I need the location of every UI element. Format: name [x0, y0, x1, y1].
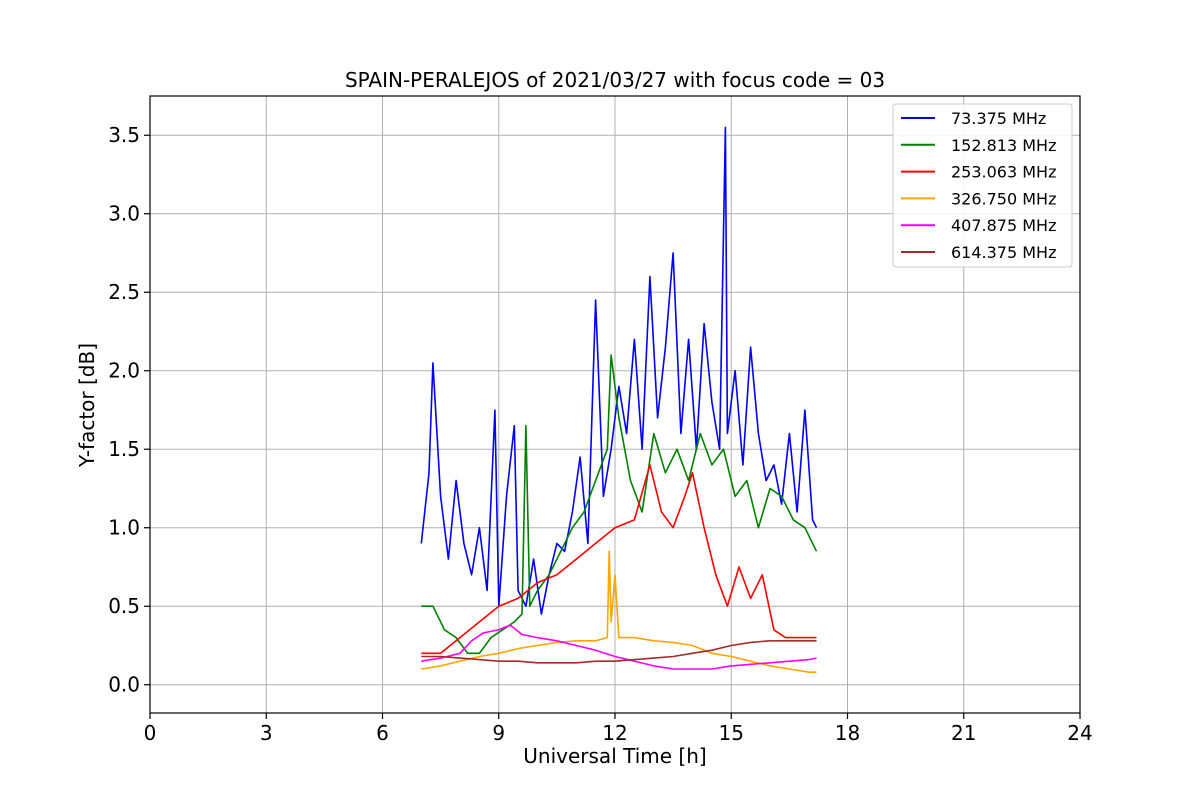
- series-326-mhz: [421, 550, 817, 674]
- legend-label: 253.063 MHz: [951, 163, 1056, 182]
- y-axis-label: Y-factor [dB]: [75, 343, 99, 468]
- y-tick-label: 0.0: [108, 673, 140, 697]
- legend: 73.375 MHz 152.813 MHz 253.063 MHz 326.750 …: [892, 103, 1073, 268]
- x-tick-label: 3: [260, 721, 273, 745]
- y-tick-label: 0.5: [108, 594, 140, 618]
- legend-label: 152.813 MHz: [951, 136, 1056, 155]
- y-tick-label: 2.5: [108, 280, 140, 304]
- y-tick-label: 1.5: [108, 437, 140, 461]
- x-tick-label: 12: [602, 721, 627, 745]
- series-407-mhz: [421, 624, 817, 670]
- x-tick-label: 15: [719, 721, 744, 745]
- y-tick-label: 1.0: [108, 516, 140, 540]
- legend-box: [892, 103, 1073, 268]
- x-axis-label: Universal Time [h]: [523, 744, 706, 768]
- series-group: [420, 126, 818, 674]
- series-253-mhz: [421, 464, 817, 655]
- y-tick-label: 2.0: [108, 359, 140, 383]
- axis-ticks: 0 3 6 9 12 15 18 21 24 0.0 0.5 1.0 1.5 2.0 2.5 3.0 3.5: [108, 123, 1093, 745]
- legend-label: 73.375 MHz: [951, 109, 1046, 128]
- legend-label: 326.750 MHz: [951, 189, 1056, 208]
- legend-label: 614.375 MHz: [951, 243, 1056, 262]
- chart-title: SPAIN-PERALEJOS of 2021/03/27 with focus…: [345, 68, 885, 92]
- series-614-mhz: [421, 639, 817, 664]
- y-tick-label: 3.5: [108, 123, 140, 147]
- legend-label: 407.875 MHz: [951, 216, 1056, 235]
- x-tick-label: 0: [144, 721, 157, 745]
- x-tick-label: 6: [376, 721, 389, 745]
- x-tick-label: 18: [835, 721, 860, 745]
- x-tick-label: 21: [951, 721, 976, 745]
- y-tick-label: 3.0: [108, 202, 140, 226]
- series-73-mhz: [420, 126, 818, 615]
- x-tick-label: 9: [492, 721, 505, 745]
- series-152-mhz: [421, 354, 818, 655]
- x-tick-label: 24: [1067, 721, 1092, 745]
